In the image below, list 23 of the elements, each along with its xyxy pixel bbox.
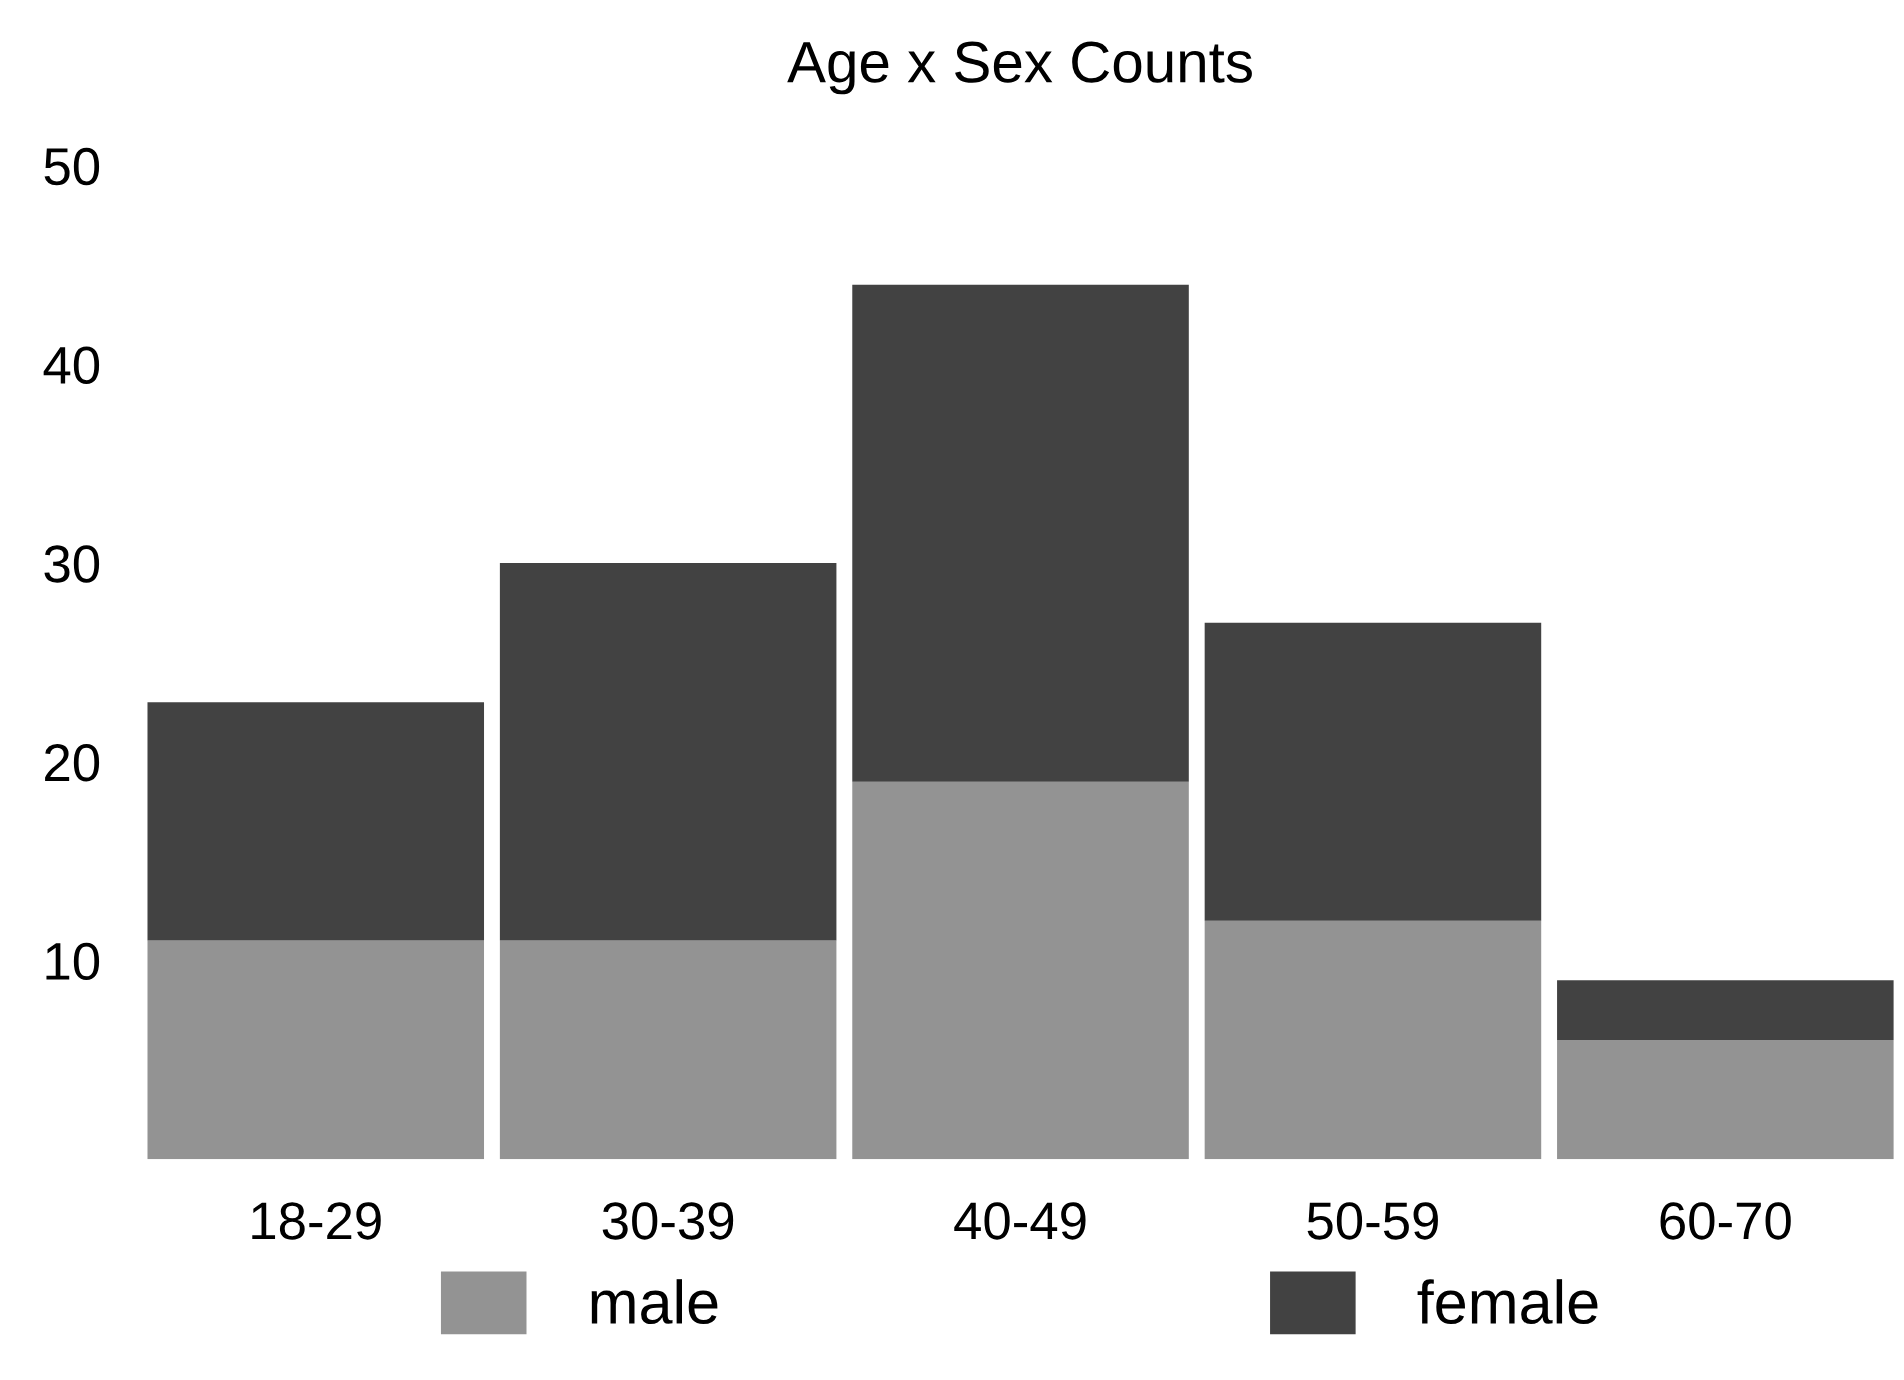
y-tick-label: 40	[43, 346, 100, 384]
chart-title: Age x Sex Counts	[787, 41, 1252, 95]
bar	[147, 702, 485, 941]
legend-label: female	[1417, 1279, 1598, 1325]
bar	[499, 940, 837, 1160]
bar	[1204, 622, 1542, 921]
y-tick-label: 10	[46, 942, 100, 981]
x-tick-label: 50-59	[1307, 1202, 1438, 1240]
x-tick-label: 40-49	[954, 1202, 1086, 1240]
bar	[1557, 980, 1894, 1040]
bar	[147, 940, 485, 1160]
bar	[852, 781, 1189, 1160]
y-tick-label: 30	[44, 545, 100, 583]
bar	[499, 563, 837, 941]
x-tick-label: 18-29	[252, 1202, 381, 1240]
y-tick-label: 20	[45, 744, 100, 782]
bar	[1204, 920, 1542, 1160]
bar	[852, 284, 1189, 782]
bar	[1557, 1039, 1894, 1160]
y-tick-label: 50	[44, 147, 100, 186]
x-tick-label: 60-70	[1660, 1202, 1791, 1240]
x-tick-label: 30-39	[602, 1202, 734, 1240]
legend-label: male	[591, 1279, 718, 1325]
